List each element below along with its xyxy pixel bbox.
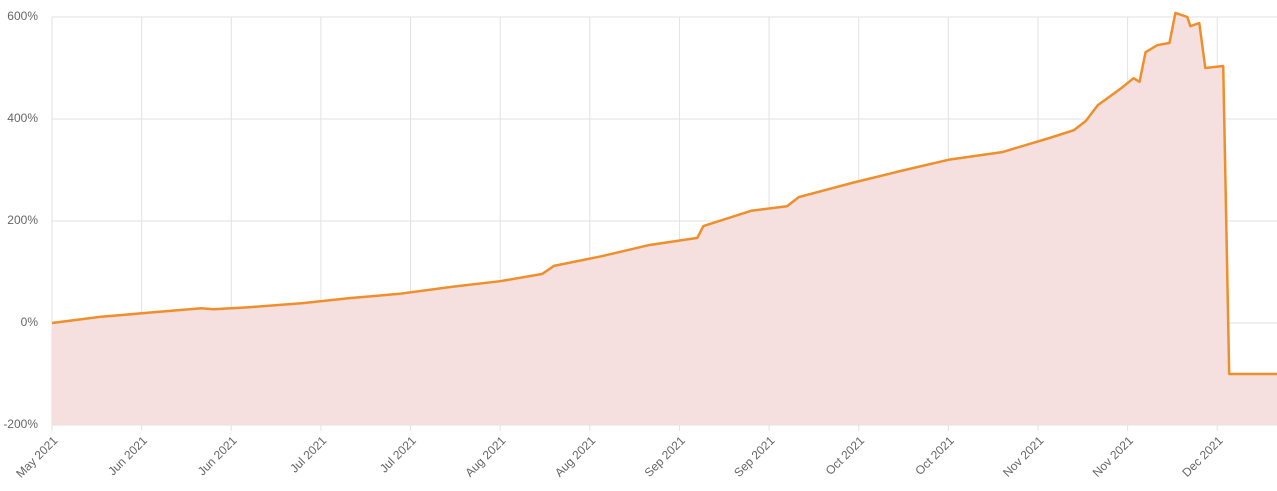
x-tick-label: Dec 2021 [1179,433,1225,479]
x-tick-label: May 2021 [13,433,60,480]
x-tick-label: Aug 2021 [462,433,508,479]
line [51,11,1277,376]
x-tick-label: Oct 2021 [823,433,868,478]
x-tick-label: Aug 2021 [552,433,598,479]
area [52,12,1277,425]
y-tick-label: 0% [21,315,39,329]
x-tick-label: Oct 2021 [912,433,957,478]
x-tick-label: Jun 2021 [105,433,150,478]
y-tick-label: 400% [7,111,38,125]
y-tick-label: -200% [3,417,38,431]
y-tick-label: 200% [7,213,38,227]
x-tick-label: Nov 2021 [1090,433,1136,479]
x-tick-label: Jul 2021 [377,433,419,475]
x-tick-label: Jun 2021 [195,433,240,478]
x-tick-label: Nov 2021 [1000,433,1046,479]
x-tick-label: Jul 2021 [287,433,329,475]
y-tick-label: 600% [7,9,38,23]
x-tick-label: Sep 2021 [731,433,777,479]
x-tick-label: Sep 2021 [642,433,688,479]
